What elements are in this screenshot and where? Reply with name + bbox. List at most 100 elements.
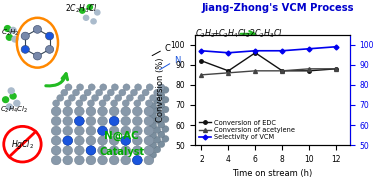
Text: $+$: $+$ bbox=[212, 28, 220, 38]
Circle shape bbox=[142, 89, 149, 96]
X-axis label: Time on stream (h): Time on stream (h) bbox=[232, 169, 312, 178]
Circle shape bbox=[3, 97, 9, 103]
Circle shape bbox=[162, 135, 169, 142]
Text: Catalyst: Catalyst bbox=[99, 147, 144, 157]
Circle shape bbox=[6, 104, 12, 110]
Circle shape bbox=[109, 126, 119, 135]
Circle shape bbox=[86, 146, 96, 155]
Circle shape bbox=[150, 95, 156, 101]
Circle shape bbox=[111, 100, 118, 107]
Circle shape bbox=[51, 156, 61, 165]
Circle shape bbox=[121, 146, 131, 155]
Circle shape bbox=[63, 156, 73, 165]
Circle shape bbox=[57, 95, 64, 101]
Circle shape bbox=[10, 27, 16, 33]
Circle shape bbox=[45, 32, 54, 40]
Circle shape bbox=[146, 100, 152, 107]
Circle shape bbox=[153, 107, 161, 114]
Circle shape bbox=[121, 107, 131, 116]
Circle shape bbox=[10, 93, 16, 99]
Circle shape bbox=[98, 116, 107, 126]
Circle shape bbox=[135, 84, 142, 91]
Circle shape bbox=[51, 126, 61, 135]
Circle shape bbox=[86, 126, 96, 135]
Circle shape bbox=[130, 89, 138, 96]
Circle shape bbox=[98, 107, 107, 116]
Text: N@AC: N@AC bbox=[104, 131, 139, 141]
Circle shape bbox=[158, 131, 165, 138]
Circle shape bbox=[132, 107, 142, 116]
Circle shape bbox=[146, 84, 153, 91]
Circle shape bbox=[162, 106, 169, 113]
Circle shape bbox=[63, 136, 73, 145]
Circle shape bbox=[119, 89, 126, 96]
Circle shape bbox=[138, 95, 145, 101]
Circle shape bbox=[84, 89, 91, 96]
Circle shape bbox=[109, 136, 119, 145]
Circle shape bbox=[91, 19, 96, 24]
Circle shape bbox=[86, 107, 96, 116]
Circle shape bbox=[162, 96, 169, 103]
Circle shape bbox=[112, 84, 118, 91]
Circle shape bbox=[68, 95, 75, 101]
Circle shape bbox=[21, 32, 29, 40]
Circle shape bbox=[150, 132, 156, 139]
Circle shape bbox=[162, 87, 169, 93]
Circle shape bbox=[51, 107, 61, 116]
Circle shape bbox=[121, 116, 131, 126]
Circle shape bbox=[158, 84, 165, 91]
Circle shape bbox=[103, 95, 110, 101]
Circle shape bbox=[98, 126, 107, 135]
Circle shape bbox=[158, 111, 165, 118]
Circle shape bbox=[96, 89, 103, 96]
Circle shape bbox=[162, 116, 169, 123]
Circle shape bbox=[150, 112, 156, 119]
Text: $HgCl_2$: $HgCl_2$ bbox=[11, 138, 34, 151]
Circle shape bbox=[153, 89, 161, 96]
Circle shape bbox=[109, 146, 119, 155]
Circle shape bbox=[88, 84, 95, 91]
Circle shape bbox=[33, 52, 42, 60]
Circle shape bbox=[63, 107, 73, 116]
Text: Jiang-Zhong's VCM Process: Jiang-Zhong's VCM Process bbox=[201, 3, 354, 13]
Circle shape bbox=[132, 116, 142, 126]
Text: C: C bbox=[165, 44, 170, 53]
Circle shape bbox=[162, 126, 169, 132]
Circle shape bbox=[121, 156, 131, 165]
Circle shape bbox=[74, 146, 84, 155]
Circle shape bbox=[107, 89, 114, 96]
Circle shape bbox=[98, 156, 107, 165]
Circle shape bbox=[87, 100, 94, 107]
Circle shape bbox=[63, 116, 73, 126]
Circle shape bbox=[84, 15, 89, 20]
Circle shape bbox=[8, 88, 14, 94]
Circle shape bbox=[65, 84, 72, 91]
Circle shape bbox=[132, 146, 142, 155]
Circle shape bbox=[109, 156, 119, 165]
Circle shape bbox=[74, 116, 84, 126]
Circle shape bbox=[98, 146, 107, 155]
Circle shape bbox=[121, 136, 131, 145]
Circle shape bbox=[123, 84, 130, 91]
Circle shape bbox=[98, 136, 107, 145]
Circle shape bbox=[73, 89, 79, 96]
Circle shape bbox=[53, 100, 60, 107]
Circle shape bbox=[144, 107, 154, 116]
Circle shape bbox=[158, 121, 165, 128]
Circle shape bbox=[150, 142, 156, 148]
Circle shape bbox=[51, 116, 61, 126]
Circle shape bbox=[12, 36, 18, 42]
Circle shape bbox=[144, 136, 154, 145]
Circle shape bbox=[144, 146, 154, 155]
Circle shape bbox=[158, 141, 165, 148]
Circle shape bbox=[14, 100, 20, 106]
Text: $C_2H_4Cl_2$: $C_2H_4Cl_2$ bbox=[218, 28, 250, 40]
Circle shape bbox=[74, 107, 84, 116]
Circle shape bbox=[99, 100, 106, 107]
Circle shape bbox=[87, 5, 93, 10]
Circle shape bbox=[115, 95, 122, 101]
Circle shape bbox=[126, 95, 133, 101]
Circle shape bbox=[121, 136, 131, 145]
Circle shape bbox=[158, 92, 165, 99]
Circle shape bbox=[150, 122, 156, 129]
